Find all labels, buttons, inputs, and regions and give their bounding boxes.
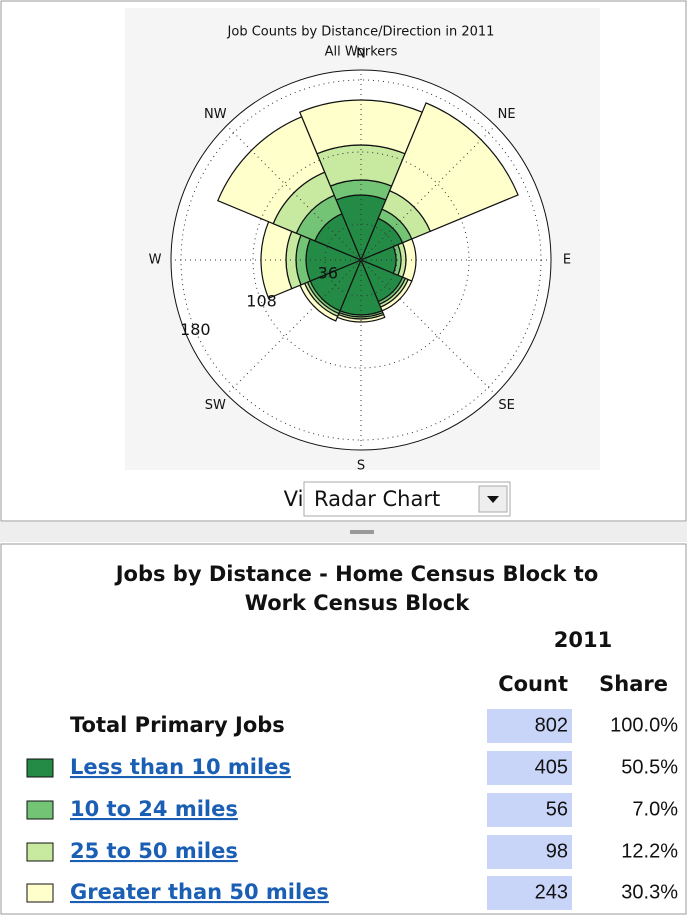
row-share: 12.2% <box>621 840 678 862</box>
count-cell <box>487 709 572 743</box>
total-count: 802 <box>535 714 568 736</box>
view-value[interactable]: Radar Chart <box>314 487 440 511</box>
chart-subtitle: All Workers <box>325 45 398 60</box>
r-tick-label: 36 <box>318 264 338 283</box>
chart-title: Job Counts by Distance/Direction in 2011 <box>227 25 495 40</box>
row-link[interactable]: 25 to 50 miles <box>70 839 238 863</box>
grid-spoke <box>360 259 496 395</box>
table-title: Work Census Block <box>245 591 470 615</box>
row-count: 243 <box>535 881 568 903</box>
legend-swatch <box>26 758 54 778</box>
view-dropdown[interactable] <box>303 481 511 517</box>
count-cell <box>487 835 572 869</box>
direction-label: S <box>357 459 365 474</box>
direction-label: W <box>149 253 162 268</box>
legend-swatch <box>26 842 54 862</box>
direction-label: E <box>563 253 571 268</box>
grid-circle <box>252 151 470 369</box>
grid-spoke <box>226 125 362 261</box>
direction-label: N <box>356 47 366 62</box>
row-count: 98 <box>546 840 568 862</box>
year-header: 2011 <box>554 628 612 652</box>
wedge <box>217 116 326 225</box>
r-tick-label: 108 <box>246 292 277 311</box>
row-share: 7.0% <box>632 798 678 820</box>
row-link[interactable]: Greater than 50 miles <box>70 880 329 904</box>
row-count: 56 <box>546 798 568 820</box>
row-link[interactable]: Less than 10 miles <box>70 755 291 779</box>
direction-label: NE <box>498 107 516 122</box>
row-share: 50.5% <box>621 756 678 778</box>
row-link[interactable]: 10 to 24 miles <box>70 797 238 821</box>
dropdown-arrow <box>487 496 499 503</box>
total-share: 100.0% <box>610 714 678 736</box>
direction-label: SW <box>205 398 226 413</box>
legend-swatch <box>26 800 54 820</box>
grid-spoke <box>360 125 496 261</box>
count-cell <box>487 793 572 827</box>
column-header: Count <box>498 672 568 696</box>
splitter-handle <box>350 530 374 534</box>
column-header: Share <box>599 672 668 696</box>
row-share: 30.3% <box>621 881 678 903</box>
direction-label: SE <box>498 398 514 413</box>
legend-swatch <box>26 883 54 903</box>
row-count: 405 <box>535 756 568 778</box>
splitter[interactable] <box>0 522 687 542</box>
table-title: Jobs by Distance - Home Census Block to <box>114 562 599 586</box>
grid-spoke <box>226 259 362 395</box>
count-cell <box>487 876 572 910</box>
direction-label: NW <box>204 107 227 122</box>
total-label: Total Primary Jobs <box>70 713 285 737</box>
count-cell <box>487 751 572 785</box>
r-tick-label: 180 <box>180 320 211 339</box>
